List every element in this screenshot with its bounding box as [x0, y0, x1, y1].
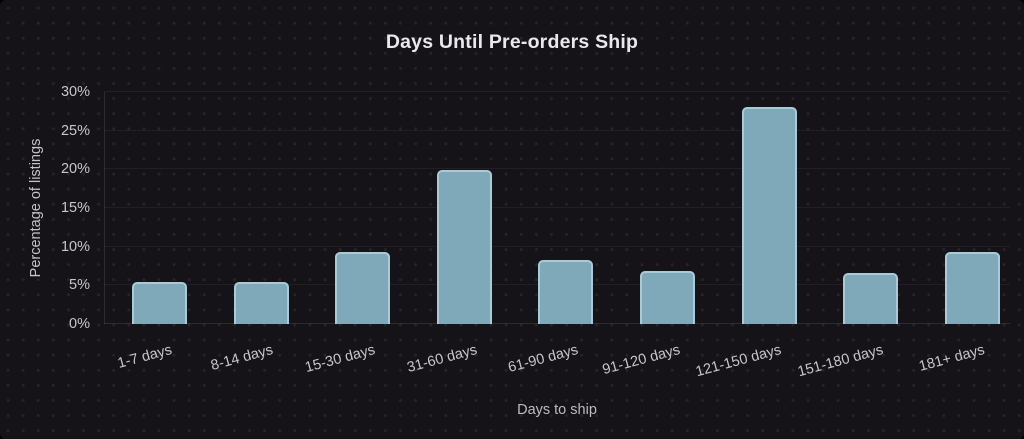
bar-181+-days[interactable] [944, 252, 1000, 324]
y-tick-label: 25% [60, 122, 90, 139]
gridline-25 [104, 129, 1010, 131]
x-tick-label: 1-7 days [115, 342, 174, 372]
y-tick-label: 30% [60, 84, 90, 100]
bar-15-30-days[interactable] [335, 252, 391, 324]
bar-121-150-days[interactable] [741, 106, 797, 324]
y-axis-line [104, 92, 105, 324]
gridline-10 [104, 245, 1010, 247]
bar-8-14-days[interactable] [233, 282, 289, 324]
gridline-15 [104, 207, 1010, 208]
x-tick-label: 61-90 days [506, 342, 581, 377]
x-tick-label: 8-14 days [209, 342, 276, 374]
y-tick-label: 0% [69, 316, 90, 332]
plot-area [104, 91, 1010, 324]
y-tick-label: 10% [60, 238, 90, 255]
y-tick-label: 20% [60, 161, 90, 178]
x-tick-label: 181+ days [917, 342, 987, 375]
y-tick-label: 5% [69, 277, 90, 294]
x-tick-label: 121-150 days [694, 342, 784, 381]
bar-61-90-days[interactable] [538, 259, 594, 324]
chart-title: Days Until Pre-orders Ship [385, 31, 639, 53]
x-tick-label: 15-30 days [303, 342, 377, 377]
x-tick-label: 91-120 days [600, 342, 682, 379]
x-tick-label: 151-180 days [795, 342, 885, 381]
gridline-30 [104, 91, 1010, 92]
y-tick-label: 15% [60, 200, 90, 216]
x-tick-label: 31-60 days [405, 342, 479, 377]
bar-1-7-days[interactable] [132, 282, 187, 324]
bar-91-120-days[interactable] [640, 271, 695, 324]
bar-31-60-days[interactable] [436, 170, 492, 324]
bar-151-180-days[interactable] [843, 272, 899, 324]
gridline-20 [104, 168, 1010, 170]
x-axis-title: Days to ship [517, 402, 597, 418]
